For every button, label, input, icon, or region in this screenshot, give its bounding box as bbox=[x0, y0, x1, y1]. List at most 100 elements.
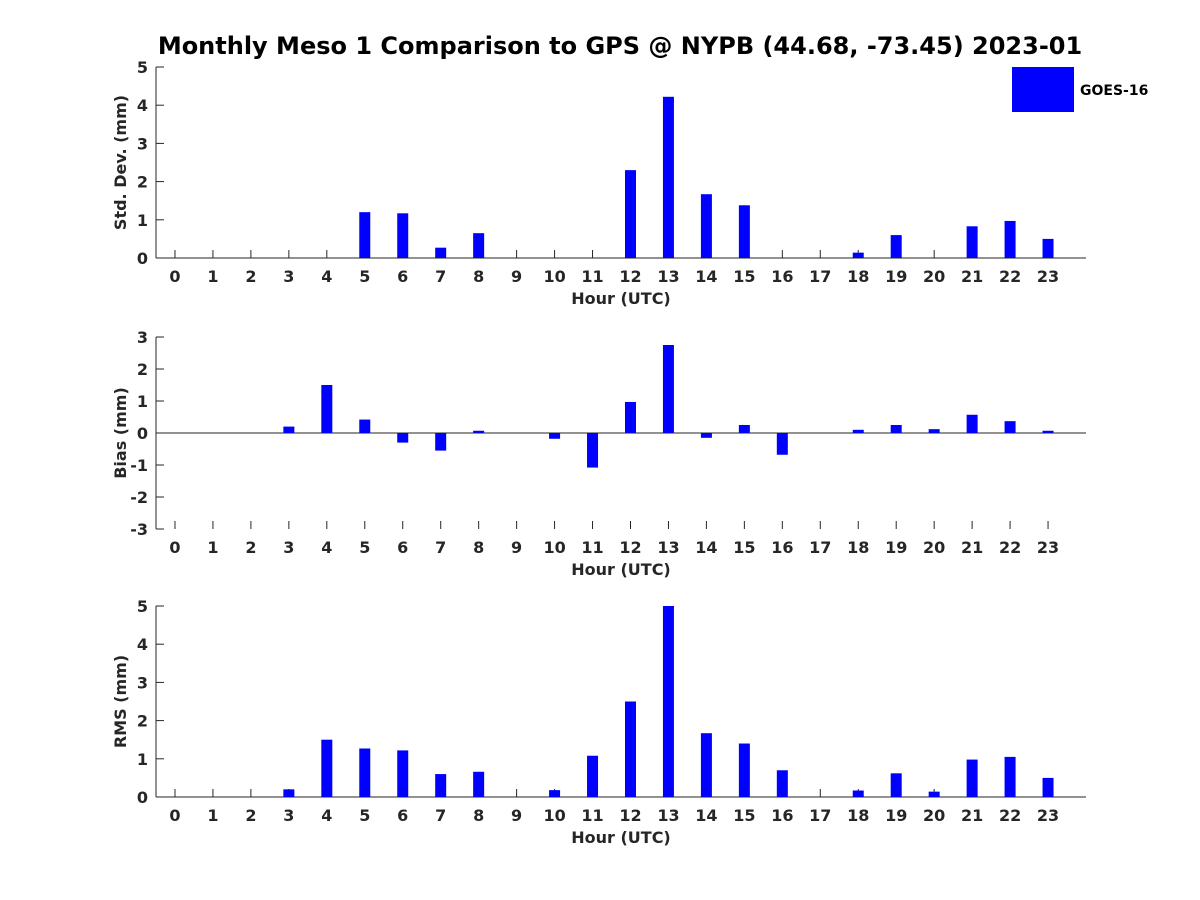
x-tick-label: 18 bbox=[847, 538, 869, 557]
y-axis-label: Std. Dev. (mm) bbox=[111, 95, 130, 230]
bar bbox=[700, 194, 712, 258]
x-tick-label: 5 bbox=[359, 806, 370, 825]
y-tick-label: 4 bbox=[137, 635, 148, 654]
bar bbox=[662, 345, 674, 433]
x-tick-label: 2 bbox=[245, 538, 256, 557]
x-tick-label: 8 bbox=[473, 806, 484, 825]
x-tick-label: 1 bbox=[207, 806, 218, 825]
x-axis-label: Hour (UTC) bbox=[571, 560, 671, 579]
bar bbox=[435, 247, 447, 258]
x-tick-label: 20 bbox=[923, 267, 945, 286]
x-tick-label: 1 bbox=[207, 267, 218, 286]
bar bbox=[1042, 777, 1054, 797]
x-tick-label: 15 bbox=[733, 806, 755, 825]
x-tick-label: 17 bbox=[809, 806, 831, 825]
x-tick-label: 6 bbox=[397, 538, 408, 557]
x-tick-label: 22 bbox=[999, 538, 1021, 557]
x-tick-label: 15 bbox=[733, 267, 755, 286]
x-tick-label: 23 bbox=[1037, 806, 1059, 825]
x-tick-label: 15 bbox=[733, 538, 755, 557]
bar bbox=[587, 433, 599, 468]
x-tick-label: 10 bbox=[543, 267, 565, 286]
x-axis-label: Hour (UTC) bbox=[571, 828, 671, 847]
bar bbox=[852, 790, 864, 797]
x-tick-label: 14 bbox=[695, 806, 717, 825]
bar bbox=[738, 205, 750, 258]
x-tick-label: 18 bbox=[847, 806, 869, 825]
legend-label-goes16: GOES-16 bbox=[1080, 83, 1148, 99]
bar bbox=[852, 252, 864, 258]
x-tick-label: 2 bbox=[245, 806, 256, 825]
x-tick-label: 20 bbox=[923, 538, 945, 557]
y-tick-label: -2 bbox=[130, 488, 148, 507]
y-tick-label: 4 bbox=[137, 96, 148, 115]
x-tick-label: 23 bbox=[1037, 538, 1059, 557]
y-tick-label: 0 bbox=[137, 249, 148, 268]
x-tick-label: 6 bbox=[397, 806, 408, 825]
x-tick-label: 10 bbox=[543, 806, 565, 825]
bar bbox=[359, 419, 371, 433]
y-tick-label: 1 bbox=[137, 211, 148, 230]
bar bbox=[473, 430, 485, 433]
legend: GOES-16 bbox=[1012, 67, 1148, 112]
x-tick-label: 4 bbox=[321, 538, 332, 557]
x-tick-label: 4 bbox=[321, 267, 332, 286]
x-tick-label: 18 bbox=[847, 267, 869, 286]
bar bbox=[890, 235, 902, 258]
y-tick-label: 5 bbox=[137, 597, 148, 616]
x-tick-label: 19 bbox=[885, 538, 907, 557]
x-tick-label: 12 bbox=[619, 806, 641, 825]
x-axis-label: Hour (UTC) bbox=[571, 289, 671, 308]
bar bbox=[776, 770, 788, 797]
y-tick-label: 2 bbox=[137, 173, 148, 192]
y-tick-label: 0 bbox=[137, 788, 148, 807]
bar bbox=[1004, 220, 1016, 258]
x-tick-label: 21 bbox=[961, 806, 983, 825]
legend-swatch-goes16 bbox=[1012, 67, 1074, 112]
x-tick-label: 17 bbox=[809, 538, 831, 557]
x-tick-label: 12 bbox=[619, 538, 641, 557]
bar bbox=[662, 96, 674, 259]
bar bbox=[1042, 430, 1054, 433]
x-tick-label: 14 bbox=[695, 538, 717, 557]
x-tick-label: 10 bbox=[543, 538, 565, 557]
x-tick-label: 8 bbox=[473, 267, 484, 286]
x-tick-label: 17 bbox=[809, 267, 831, 286]
x-tick-label: 0 bbox=[169, 538, 180, 557]
x-tick-label: 20 bbox=[923, 806, 945, 825]
x-tick-label: 9 bbox=[511, 267, 522, 286]
bar bbox=[397, 750, 409, 797]
bar bbox=[435, 774, 447, 797]
x-tick-label: 19 bbox=[885, 806, 907, 825]
bar bbox=[738, 425, 750, 433]
bar bbox=[321, 385, 333, 433]
bar bbox=[776, 433, 788, 455]
x-tick-label: 11 bbox=[581, 538, 603, 557]
x-tick-label: 14 bbox=[695, 267, 717, 286]
bar bbox=[662, 606, 674, 797]
x-tick-label: 13 bbox=[657, 538, 679, 557]
x-tick-label: 22 bbox=[999, 806, 1021, 825]
x-tick-label: 16 bbox=[771, 806, 793, 825]
bar bbox=[549, 433, 561, 439]
x-tick-label: 3 bbox=[283, 806, 294, 825]
bar bbox=[1042, 238, 1054, 258]
x-tick-label: 7 bbox=[435, 806, 446, 825]
x-tick-label: 9 bbox=[511, 538, 522, 557]
bar bbox=[624, 170, 636, 258]
bar bbox=[359, 748, 371, 797]
x-tick-label: 19 bbox=[885, 267, 907, 286]
x-tick-label: 7 bbox=[435, 538, 446, 557]
bar bbox=[359, 212, 371, 258]
y-tick-label: 3 bbox=[137, 134, 148, 153]
bar bbox=[473, 771, 485, 797]
x-tick-label: 13 bbox=[657, 806, 679, 825]
y-tick-label: 5 bbox=[137, 58, 148, 77]
x-tick-label: 3 bbox=[283, 538, 294, 557]
y-tick-label: 2 bbox=[137, 360, 148, 379]
y-axis-label: Bias (mm) bbox=[111, 387, 130, 479]
x-tick-label: 5 bbox=[359, 267, 370, 286]
